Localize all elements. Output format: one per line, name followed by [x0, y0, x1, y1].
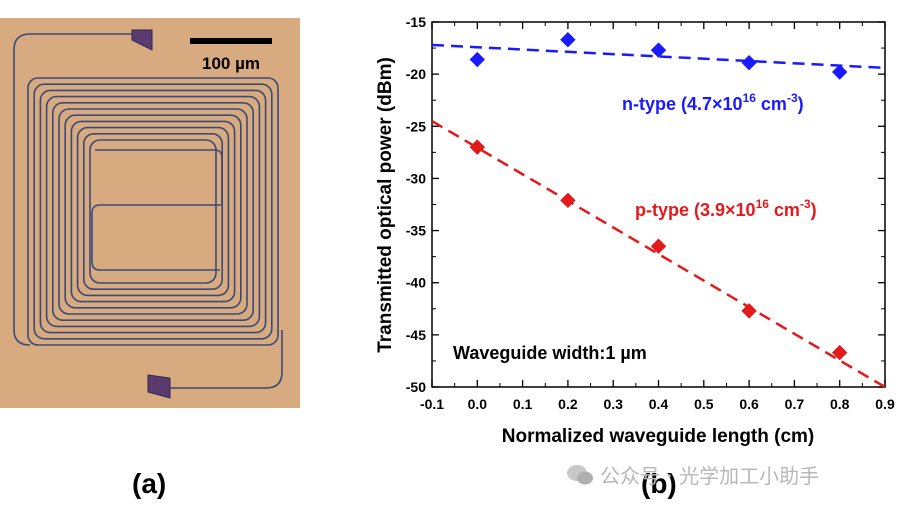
wechat-icon — [567, 464, 593, 484]
p-type-point — [741, 303, 757, 319]
n-type-point — [831, 64, 848, 80]
x-tick-label: 0.8 — [830, 396, 850, 412]
x-tick-label: 0.0 — [468, 396, 488, 412]
taper-bottom — [147, 374, 171, 399]
legend-n-type: n-type (4.7×1016 cm-3) — [622, 91, 804, 114]
n-type-point — [650, 42, 667, 58]
spiral-loop — [70, 120, 236, 303]
spiral-waveguide — [13, 33, 283, 389]
x-tick-label: -0.1 — [420, 396, 444, 412]
p-type-fit-line — [431, 119, 886, 389]
panel-label-a: (a) — [132, 468, 167, 499]
y-tick-label: -35 — [406, 223, 426, 239]
chart-axes: -0.1 0.0 0.1 0.2 0.3 0.4 0.5 0.6 0.7 0.8 0.9 -15 -20… — [406, 14, 895, 412]
spiral-waveguide-micrograph: 100 µm — [0, 18, 300, 408]
spiral-loop — [58, 108, 248, 315]
waveguide-width-annotation: Waveguide width:1 µm — [453, 343, 647, 363]
y-tick-label: -20 — [406, 66, 426, 82]
p-type-point — [831, 344, 848, 361]
n-type-point — [741, 54, 757, 71]
spiral-loop — [45, 95, 261, 328]
y-tick-label: -50 — [406, 379, 426, 395]
x-tick-label: 0.5 — [694, 396, 714, 412]
x-axis-label: Normalized waveguide length (cm) — [502, 426, 815, 447]
n-type-point — [469, 51, 486, 68]
legend-p-type: p-type (3.9×1016 cm-3) — [635, 197, 817, 220]
spiral-loop — [64, 114, 242, 309]
x-tick-label: 0.1 — [513, 396, 533, 412]
watermark: 公众号 · 光学加工小助手 — [566, 460, 819, 489]
spiral-loop — [39, 89, 267, 334]
data-points — [469, 32, 848, 361]
taper-top — [131, 29, 153, 51]
scale-bar — [190, 38, 272, 44]
y-tick-label: -45 — [406, 327, 426, 343]
p-type-point — [560, 192, 576, 209]
x-tick-label: 0.9 — [875, 396, 895, 412]
waveguide-output — [170, 330, 283, 389]
spiral-loop — [83, 133, 223, 290]
panel-label-b: (b) — [641, 468, 677, 499]
x-tick-label: 0.3 — [603, 396, 623, 412]
fit-lines — [431, 43, 886, 389]
spiral-loop — [51, 102, 254, 321]
y-tick-label: -15 — [406, 14, 426, 30]
micrograph-substrate — [0, 18, 300, 408]
spiral-center — [91, 149, 223, 271]
y-tick-label: -25 — [406, 118, 426, 134]
x-tick-label: 0.4 — [649, 396, 669, 412]
x-tick-label: 0.6 — [739, 396, 759, 412]
n-type-point — [560, 32, 576, 48]
y-tick-label: -40 — [406, 275, 426, 291]
x-tick-label: 0.2 — [558, 396, 578, 412]
x-tick-label: 0.7 — [785, 396, 805, 412]
spiral-loop — [27, 77, 279, 346]
watermark-text: 公众号 · 光学加工小助手 — [600, 464, 820, 488]
scale-bar-label: 100 µm — [202, 54, 260, 73]
y-tick-label: -30 — [406, 170, 426, 186]
p-type-point — [469, 139, 486, 155]
spiral-loop — [89, 139, 217, 284]
p-type-point — [650, 238, 667, 254]
y-axis-label: Transmitted optical power (dBm) — [375, 57, 396, 353]
spiral-loop — [76, 126, 230, 297]
spiral-loop — [33, 83, 273, 340]
waveguide-input — [13, 33, 135, 346]
